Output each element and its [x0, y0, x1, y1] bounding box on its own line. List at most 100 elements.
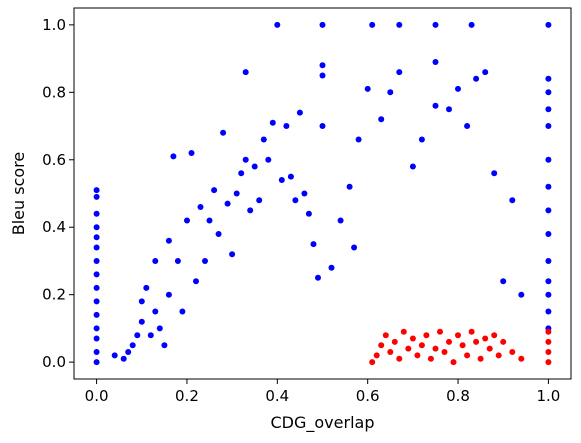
data-point	[93, 187, 100, 194]
data-point	[93, 258, 100, 264]
data-point	[179, 308, 186, 315]
data-point	[495, 352, 502, 359]
data-point	[418, 136, 425, 143]
data-point	[93, 325, 100, 332]
data-point	[305, 210, 312, 217]
data-point	[545, 207, 552, 214]
data-point	[545, 359, 552, 366]
data-point	[93, 284, 100, 291]
data-point	[224, 200, 231, 207]
data-point	[432, 102, 439, 109]
data-point	[446, 338, 452, 345]
data-point	[265, 156, 272, 163]
data-point	[197, 204, 204, 210]
data-point	[229, 251, 236, 258]
data-point	[491, 170, 498, 177]
data-point	[138, 298, 145, 305]
data-point	[193, 278, 199, 285]
data-point	[93, 271, 100, 278]
data-point	[468, 21, 475, 28]
data-point	[247, 207, 254, 214]
data-point	[387, 349, 394, 355]
data-point	[545, 231, 552, 237]
data-point	[545, 183, 552, 190]
data-point	[509, 349, 516, 355]
data-point	[391, 338, 398, 345]
data-point	[464, 352, 471, 359]
data-point	[242, 156, 249, 163]
data-point	[238, 170, 245, 177]
data-point	[93, 359, 100, 366]
data-point	[486, 345, 493, 352]
data-point	[215, 231, 222, 237]
x-tick-label: 0.4	[265, 387, 289, 405]
data-point	[382, 332, 389, 339]
data-point	[310, 241, 317, 248]
data-point	[93, 311, 100, 318]
data-point	[156, 325, 163, 332]
data-point	[545, 156, 552, 163]
x-axis-label: CDG_overlap	[271, 413, 375, 433]
data-point	[278, 177, 285, 183]
data-point	[188, 150, 195, 156]
data-point	[414, 352, 421, 359]
data-point	[152, 258, 159, 264]
data-point	[464, 123, 471, 129]
data-point	[364, 85, 371, 92]
y-tick-label: 0.4	[42, 218, 66, 236]
data-point	[93, 234, 100, 241]
data-point	[328, 264, 335, 271]
data-point	[211, 187, 218, 194]
data-point	[400, 328, 407, 335]
data-point	[111, 352, 118, 359]
data-point	[93, 335, 100, 342]
y-axis-ticks: 0.0 0.2 0.4 0.6 0.8 1.0	[42, 16, 74, 371]
data-point	[409, 335, 416, 342]
data-point	[120, 355, 127, 362]
data-point	[251, 163, 258, 170]
data-point	[274, 21, 281, 28]
data-point	[378, 116, 385, 123]
data-point	[468, 328, 475, 335]
data-point	[260, 136, 267, 143]
data-point	[147, 332, 154, 339]
data-point	[292, 197, 299, 204]
data-point	[220, 129, 227, 136]
data-point	[545, 123, 552, 129]
x-tick-label: 0.8	[446, 387, 470, 405]
data-point	[387, 89, 394, 96]
data-point	[446, 106, 452, 113]
data-point	[432, 345, 439, 352]
data-point	[125, 349, 132, 355]
data-point	[482, 335, 489, 342]
data-point	[378, 342, 385, 349]
data-point	[455, 332, 461, 339]
data-point	[143, 284, 150, 291]
plot-frame	[73, 7, 572, 380]
data-point	[432, 21, 439, 28]
data-point	[93, 224, 100, 231]
data-point	[346, 183, 353, 190]
data-point	[441, 349, 448, 355]
data-point	[351, 244, 358, 251]
data-point	[423, 332, 430, 339]
data-point	[165, 291, 172, 298]
data-point	[93, 349, 100, 355]
data-point	[545, 258, 552, 264]
data-point	[545, 278, 552, 285]
data-point	[459, 342, 466, 349]
data-point	[296, 109, 303, 116]
x-tick-label: 0.2	[175, 387, 199, 405]
data-point	[500, 278, 507, 285]
x-tick-label: 1.0	[536, 387, 560, 405]
x-tick-label: 0.0	[85, 387, 109, 405]
data-point	[206, 217, 213, 224]
data-point	[315, 274, 321, 281]
data-point	[473, 75, 480, 82]
data-point	[545, 328, 552, 335]
data-point	[518, 291, 525, 298]
data-point	[518, 355, 525, 362]
data-point	[545, 349, 552, 355]
data-point	[202, 258, 208, 264]
data-point	[427, 355, 434, 362]
